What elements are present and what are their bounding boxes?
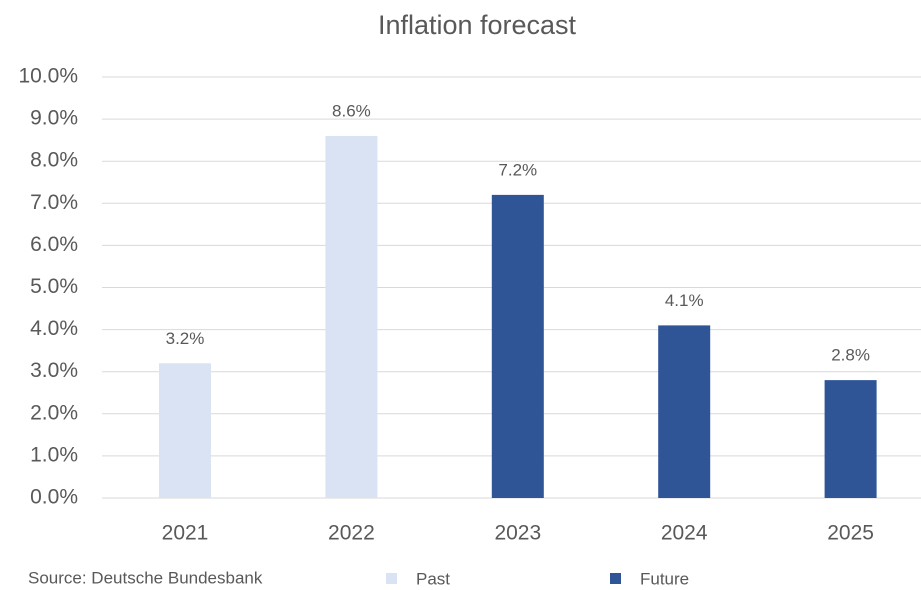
bar [491,194,544,498]
y-tick-label: 4.0% [30,317,78,340]
x-tick-label: 2023 [494,522,541,545]
data-label: 4.1% [665,291,704,310]
legend-swatch [386,573,397,584]
y-tick-label: 7.0% [30,191,78,214]
x-tick-label: 2024 [661,522,708,545]
bar [658,325,711,498]
source-note: Source: Deutsche Bundesbank [28,568,263,587]
x-tick-label: 2022 [328,522,375,545]
y-tick-label: 2.0% [30,401,78,424]
y-tick-label: 3.0% [30,359,78,382]
y-tick-label: 6.0% [30,233,78,256]
legend-label: Past [416,569,450,588]
y-tick-label: 8.0% [30,149,78,172]
legend-label: Future [640,569,689,588]
x-tick-label: 2021 [162,522,209,545]
data-label: 2.8% [831,346,870,365]
y-tick-label: 10.0% [18,65,78,88]
data-label: 7.2% [498,160,537,179]
y-tick-label: 0.0% [30,486,78,509]
legend-swatch [610,573,621,584]
y-tick-label: 5.0% [30,275,78,298]
y-tick-label: 1.0% [30,443,78,466]
chart-title: Inflation forecast [378,10,577,40]
data-label: 3.2% [166,329,205,348]
y-tick-label: 9.0% [30,107,78,130]
x-tick-label: 2025 [827,522,874,545]
bar [159,363,211,498]
bar [824,380,877,498]
bar [325,135,378,498]
data-label: 8.6% [332,101,371,120]
